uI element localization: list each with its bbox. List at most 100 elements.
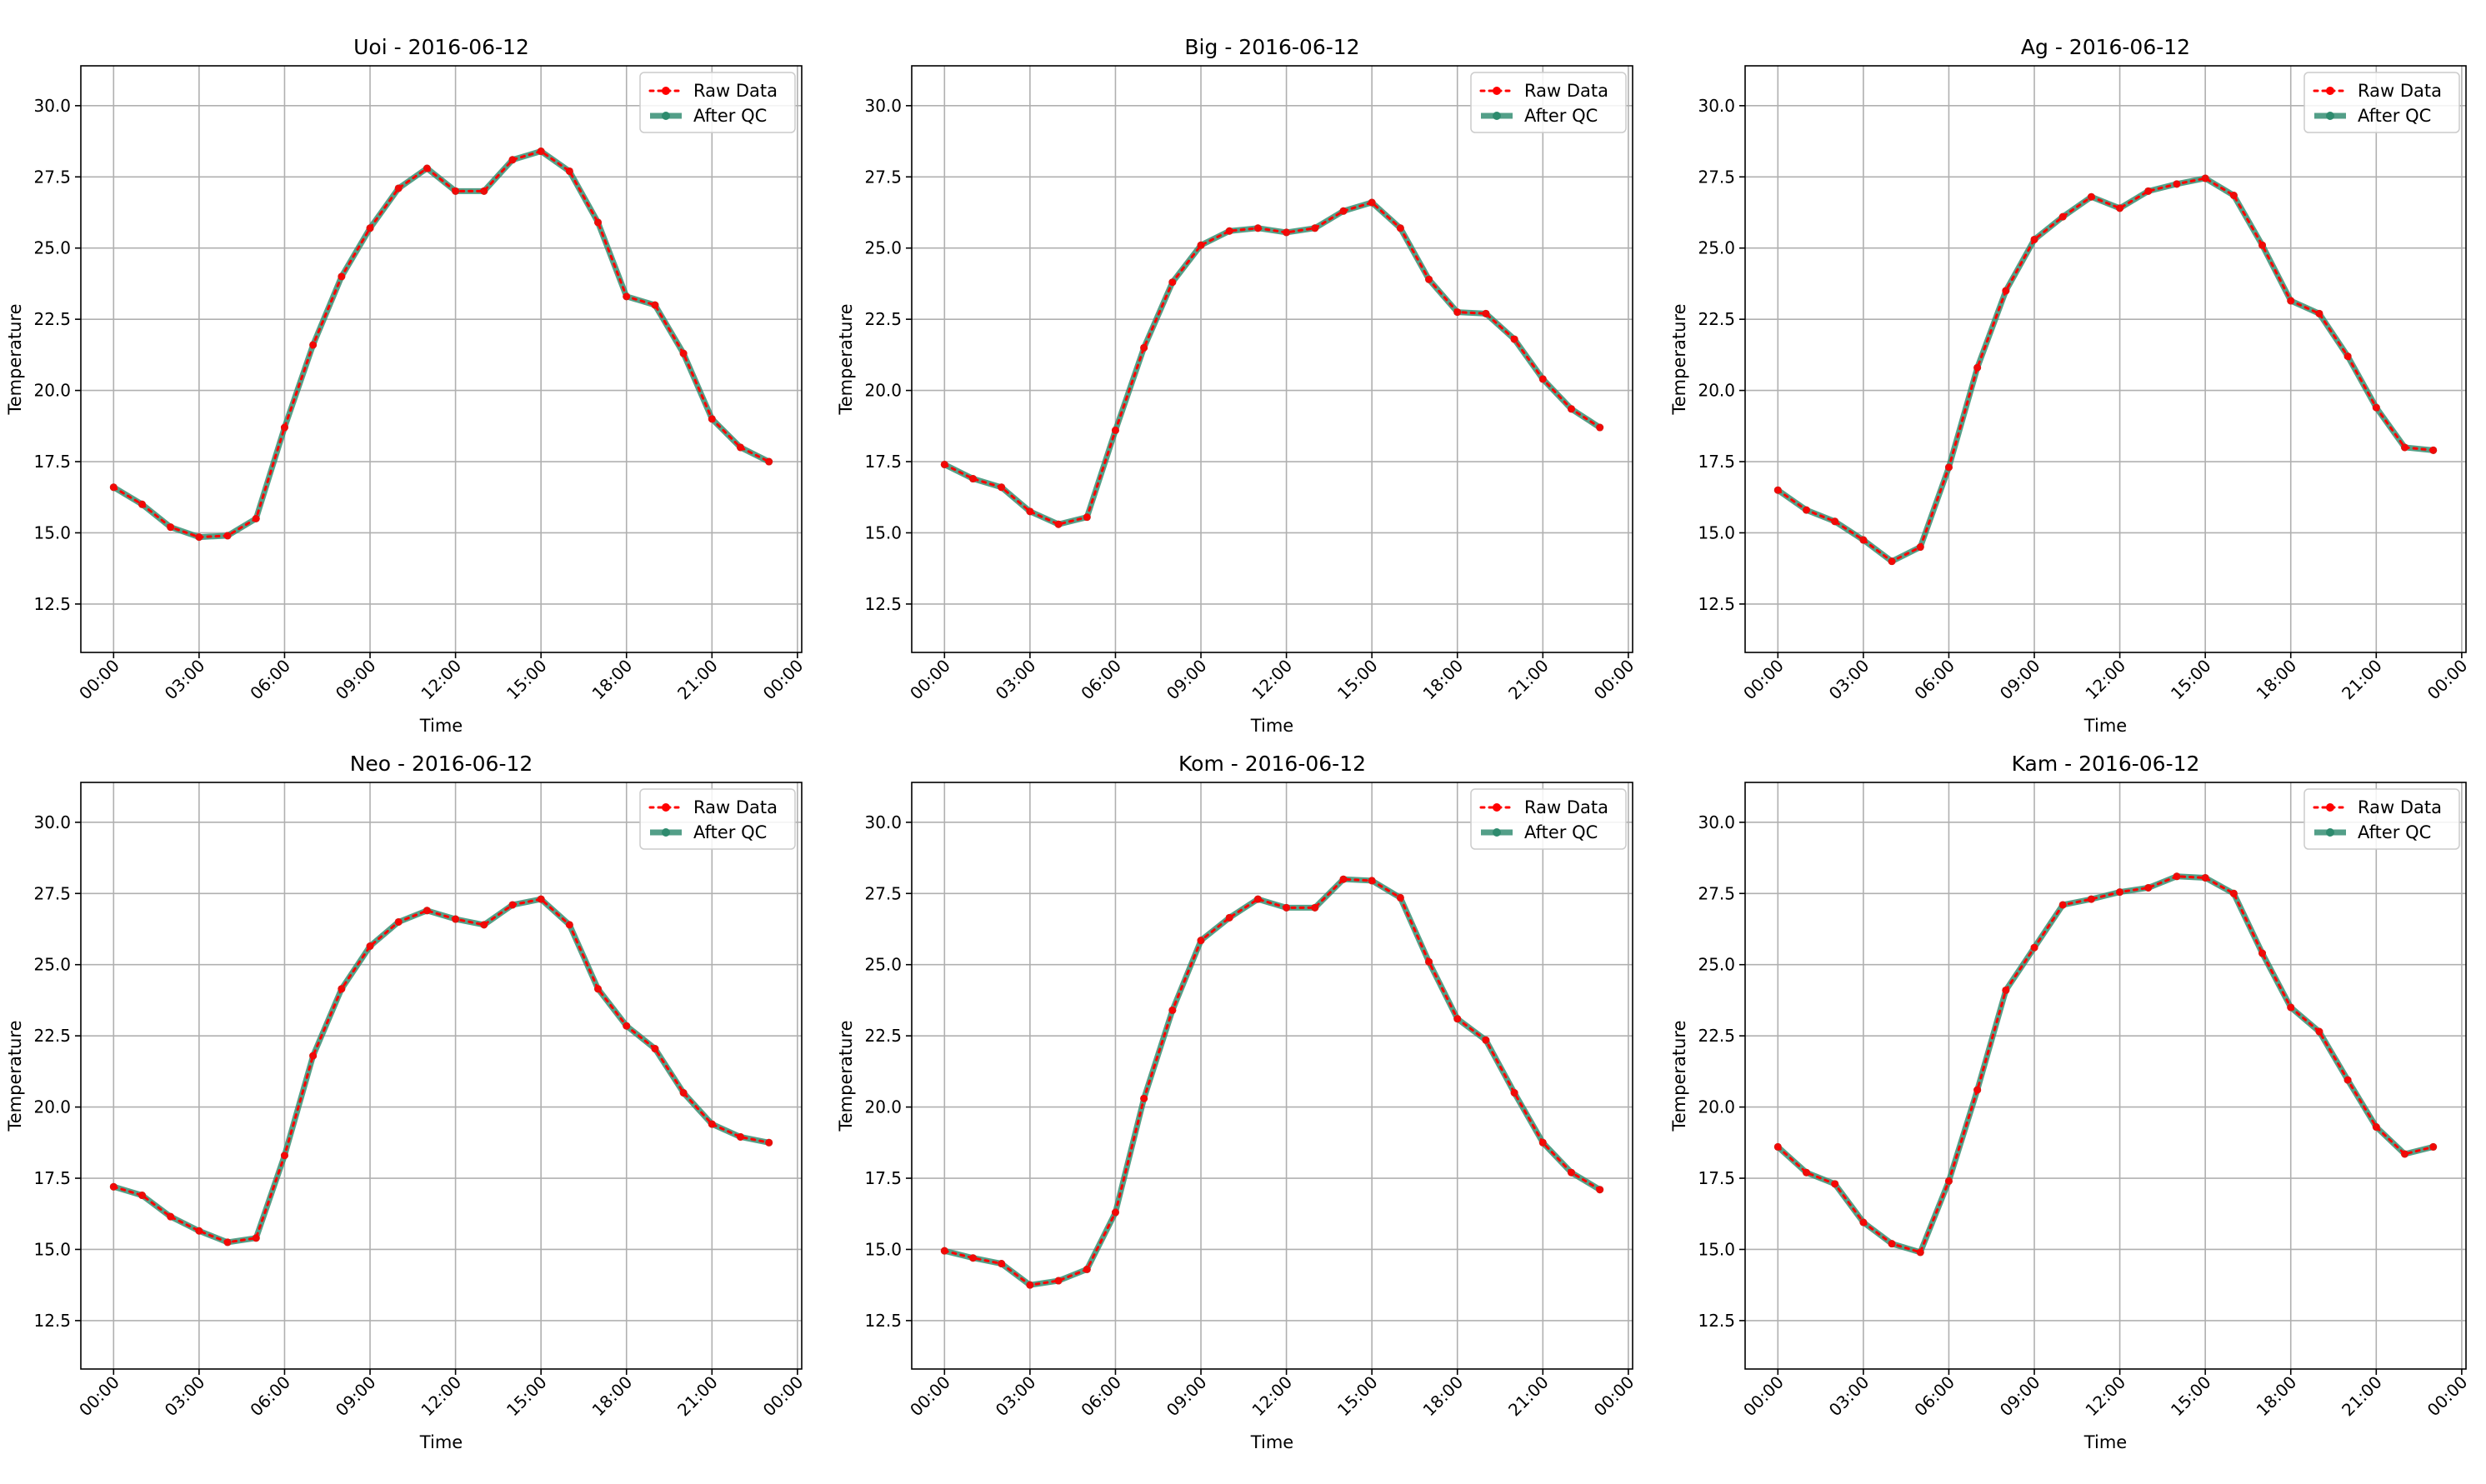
data-point <box>1538 375 1547 383</box>
data-point <box>1197 241 1205 249</box>
data-point <box>1510 1089 1518 1097</box>
y-tick-label: 22.5 <box>1698 309 1735 329</box>
x-tick-label: 18:00 <box>2253 656 2301 704</box>
y-tick-label: 27.5 <box>1698 167 1735 187</box>
x-tick-label: 00:00 <box>75 656 123 704</box>
x-tick-label: 00:00 <box>1739 1372 1788 1421</box>
y-tick-label: 15.0 <box>864 1239 902 1259</box>
y-axis-label: Temperature <box>836 1020 856 1132</box>
x-tick-label: 06:00 <box>246 656 294 704</box>
data-point <box>1311 903 1319 912</box>
x-tick-label: 03:00 <box>161 656 209 704</box>
x-tick-label: 00:00 <box>906 656 954 704</box>
x-tick-label: 03:00 <box>992 1372 1040 1421</box>
x-axis-label: Time <box>1250 716 1293 736</box>
data-point <box>1026 507 1034 516</box>
data-point <box>1773 1142 1782 1151</box>
y-tick-label: 25.0 <box>33 238 71 258</box>
x-tick-label: 15:00 <box>503 1372 551 1421</box>
data-point <box>1773 486 1782 494</box>
legend-qc-marker <box>662 828 670 837</box>
data-point <box>138 500 147 508</box>
y-tick-label: 25.0 <box>1698 238 1735 258</box>
data-point <box>940 1247 948 1255</box>
x-tick-label: 00:00 <box>1590 656 1638 704</box>
legend-raw-marker <box>2326 87 2334 95</box>
data-point <box>736 1132 744 1141</box>
data-point <box>1396 893 1404 902</box>
data-point <box>223 532 232 540</box>
legend: Raw Data After QC <box>639 788 796 850</box>
y-tick-label: 20.0 <box>1698 381 1735 401</box>
data-point <box>394 917 403 926</box>
legend-label: Raw Data <box>693 81 778 101</box>
legend-label: After QC <box>1524 822 1598 842</box>
data-point <box>1803 506 1811 514</box>
y-tick-label: 17.5 <box>864 1168 902 1188</box>
y-tick-label: 30.0 <box>1698 96 1735 116</box>
series-line <box>112 897 771 1244</box>
data-point <box>2343 1076 2352 1084</box>
data-point <box>1253 895 1262 903</box>
data-point <box>1596 423 1604 432</box>
legend-raw-marker <box>2326 803 2334 812</box>
y-tick-label: 30.0 <box>864 96 902 116</box>
data-point <box>969 1254 978 1262</box>
axes-frame <box>911 65 1633 653</box>
data-point <box>2315 1027 2323 1036</box>
data-point <box>338 985 346 993</box>
data-point <box>1054 1277 1063 1285</box>
y-tick-label: 17.5 <box>1698 1168 1735 1188</box>
data-point <box>167 523 175 532</box>
data-point <box>736 443 744 452</box>
x-axis-label: Time <box>419 716 463 736</box>
grid <box>81 782 802 1369</box>
y-tick-label: 17.5 <box>33 1168 71 1188</box>
data-point <box>2087 895 2095 903</box>
x-tick-label: 21:00 <box>1504 1372 1553 1421</box>
data-point <box>1111 426 1119 434</box>
legend-label: After QC <box>693 106 767 126</box>
data-point <box>366 224 374 232</box>
y-tick-label: 27.5 <box>1698 883 1735 903</box>
x-tick-label: 00:00 <box>1590 1372 1638 1421</box>
data-point <box>1283 228 1291 237</box>
y-tick-label: 12.5 <box>1698 1311 1735 1331</box>
series-line <box>1774 175 2437 565</box>
legend-label: After QC <box>2358 822 2431 842</box>
x-tick-label: 21:00 <box>1504 656 1553 704</box>
series-raw-data <box>1773 872 2438 1257</box>
legend-raw-marker <box>662 87 670 95</box>
data-point <box>1831 517 1839 526</box>
data-point <box>423 907 431 915</box>
data-point <box>423 164 431 172</box>
series-line <box>943 877 1602 1287</box>
y-tick-label: 22.5 <box>864 1026 902 1046</box>
y-tick-label: 27.5 <box>864 167 902 187</box>
data-point <box>2173 180 2181 188</box>
data-point <box>2087 192 2095 201</box>
data-point <box>2258 241 2267 249</box>
data-point <box>1482 1036 1490 1044</box>
legend-qc-marker <box>2326 828 2334 837</box>
series-line <box>1776 177 2435 563</box>
data-point <box>2144 883 2153 892</box>
data-point <box>1803 1168 1811 1177</box>
y-axis-label: Temperature <box>1669 1020 1689 1132</box>
data-point <box>1973 363 1982 372</box>
y-tick-label: 15.0 <box>33 1239 71 1259</box>
y-tick-label: 12.5 <box>1698 594 1735 614</box>
chart-panel-1: 12.5 15.0 17.5 20.0 22.5 25.0 27.5 30.0 00:00 03:… <box>5 35 807 736</box>
x-tick-label: 18:00 <box>588 1372 637 1421</box>
data-point <box>565 167 573 175</box>
x-tick-label: 18:00 <box>1419 656 1468 704</box>
data-point <box>2315 309 2323 317</box>
x-tick-label: 09:00 <box>1163 1372 1211 1421</box>
data-point <box>1916 1248 1924 1257</box>
x-tick-label: 06:00 <box>1910 656 1958 704</box>
data-point <box>2372 403 2380 412</box>
legend-label: After QC <box>693 822 767 842</box>
grid <box>1745 782 2466 1369</box>
x-tick-label: 09:00 <box>332 1372 380 1421</box>
data-point <box>1368 198 1376 207</box>
